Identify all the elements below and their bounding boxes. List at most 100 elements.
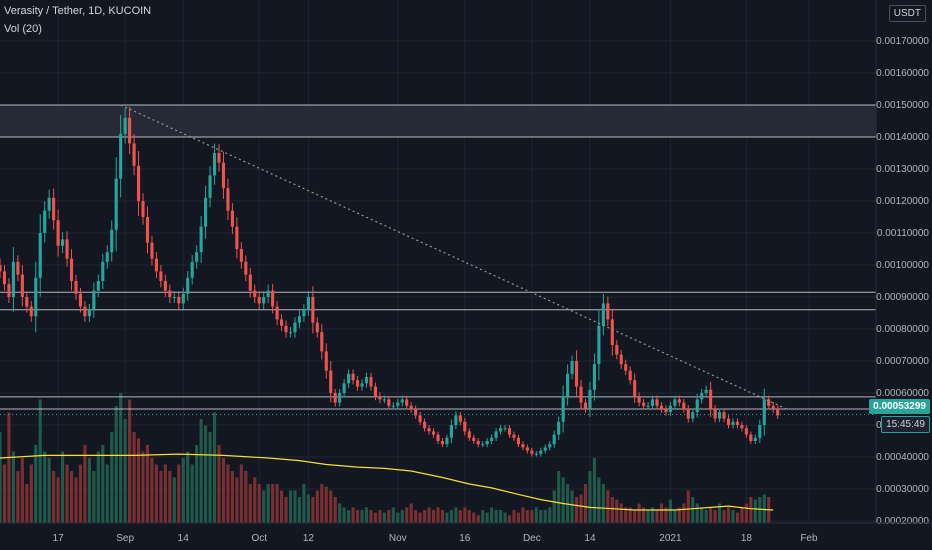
volume-bar xyxy=(52,471,56,523)
volume-bar xyxy=(467,510,471,523)
candle-body xyxy=(534,453,538,455)
candle-body xyxy=(373,386,377,397)
candle-body xyxy=(101,261,105,281)
volume-bar xyxy=(677,507,681,523)
price-axis-tick-label: 0.00030000 xyxy=(876,484,929,495)
volume-bar xyxy=(324,486,328,523)
candle-body xyxy=(597,325,601,365)
volume-bar xyxy=(516,512,521,523)
candle-body xyxy=(592,364,596,390)
volume-bar xyxy=(204,425,208,523)
volume-bar xyxy=(610,497,614,523)
candle-body xyxy=(275,306,279,320)
candle-body xyxy=(682,402,686,409)
volume-bar xyxy=(360,510,364,523)
candle-body xyxy=(744,428,748,435)
candle-body xyxy=(722,412,726,419)
last-price-tag: 0.00053299 xyxy=(869,399,930,414)
volume-bar xyxy=(235,477,239,523)
candle-body xyxy=(543,447,547,451)
trend-line[interactable] xyxy=(120,104,787,410)
candle-body xyxy=(230,210,234,227)
volume-bar xyxy=(369,510,373,523)
candle-body xyxy=(700,393,704,400)
candle-body xyxy=(271,290,275,307)
price-axis-tick-label: 0.00040000 xyxy=(876,452,929,463)
volume-bar xyxy=(101,445,105,523)
currency-label[interactable]: USDT xyxy=(888,5,926,22)
candle-body xyxy=(132,143,136,166)
candle-body xyxy=(47,197,51,211)
volume-bar xyxy=(288,490,293,523)
volume-bar xyxy=(355,510,360,523)
volume-bar xyxy=(43,451,47,523)
volume-bar xyxy=(762,494,766,523)
candle-body xyxy=(552,434,556,445)
volume-bar xyxy=(96,451,100,523)
candle-body xyxy=(655,399,659,406)
volume-bar xyxy=(463,507,467,523)
candle-body xyxy=(472,437,476,441)
candle-body xyxy=(583,402,588,409)
volume-bar xyxy=(758,497,762,523)
volume-bar xyxy=(208,432,212,523)
candle-body xyxy=(195,252,199,262)
candle-body xyxy=(521,444,525,448)
volume-bar xyxy=(525,510,529,523)
candle-body xyxy=(409,405,413,409)
candle-body xyxy=(686,409,690,419)
time-axis-tick-label: 2021 xyxy=(659,533,682,544)
volume-bar xyxy=(69,471,74,523)
candle-body xyxy=(668,405,672,413)
candle-body xyxy=(588,389,592,409)
volume-bar xyxy=(284,497,288,523)
volume-bar xyxy=(391,507,395,523)
candle-body xyxy=(284,325,288,333)
volume-bar xyxy=(691,497,695,523)
candle-body xyxy=(749,434,753,441)
candle-body xyxy=(619,354,623,365)
price-axis-tick-label: 0.00060000 xyxy=(876,388,929,399)
volume-indicator-label[interactable]: Vol (20) xyxy=(4,23,42,35)
volume-bar xyxy=(302,484,306,523)
candle-body xyxy=(324,351,328,371)
volume-bar xyxy=(481,510,485,523)
time-axis-tick-label: Oct xyxy=(251,533,267,544)
candle-body xyxy=(525,447,529,451)
candle-body xyxy=(610,319,614,345)
candle-body xyxy=(664,409,668,413)
candle-body xyxy=(530,450,534,454)
candle-body xyxy=(159,271,163,281)
candle-body xyxy=(606,303,610,320)
volume-bar xyxy=(409,503,413,523)
candle-body xyxy=(548,444,552,448)
volume-bar xyxy=(726,507,731,523)
candle-body xyxy=(485,441,489,445)
volume-bar xyxy=(561,477,565,523)
candle-body xyxy=(351,373,355,381)
volume-bar xyxy=(123,419,127,523)
volume-bar xyxy=(749,497,753,523)
volume-bar xyxy=(65,464,69,523)
candle-body xyxy=(557,421,561,435)
candle-body xyxy=(369,377,373,387)
volume-bar xyxy=(601,484,605,523)
candle-body xyxy=(221,162,226,189)
candle-body xyxy=(355,380,360,387)
candle-body xyxy=(418,415,422,422)
candle-body xyxy=(208,175,212,198)
candle-body xyxy=(311,297,315,323)
candle-body xyxy=(646,405,650,407)
candle-body xyxy=(360,383,364,387)
candle-body xyxy=(516,437,521,445)
candle-body xyxy=(177,297,181,304)
candle-body xyxy=(762,399,766,425)
volume-bar xyxy=(700,507,704,523)
volume-bar xyxy=(744,503,748,523)
candle-body xyxy=(726,418,731,425)
volume-bar xyxy=(333,497,337,523)
volume-bar xyxy=(257,484,261,523)
volume-bar xyxy=(186,451,190,523)
